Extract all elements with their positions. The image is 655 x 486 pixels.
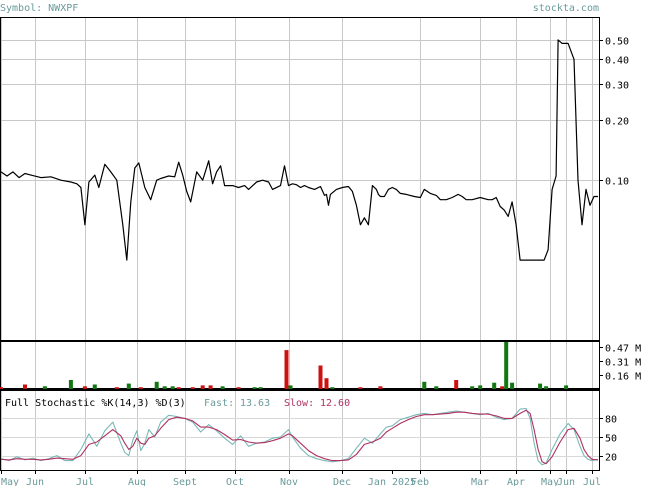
volume-panel: 0.47 M 0.31 M 0.16 M (0, 342, 641, 389)
price-tick-label: 0.40 (605, 56, 629, 67)
volume-bar (200, 385, 205, 389)
volume-bar (288, 385, 293, 389)
volume-bar (126, 383, 131, 389)
volume-bar (258, 387, 263, 389)
volume-tick-label: 0.47 M (605, 344, 641, 355)
x-tick-label: Dec (333, 477, 351, 486)
volume-bar (23, 384, 27, 389)
x-tick-label: Sept (173, 477, 197, 486)
volume-bar (434, 386, 439, 389)
x-tick-label: Jan 2025 (368, 477, 416, 486)
stochastic-title: Full Stochastic %K(14,3) %D(3) (5, 398, 186, 409)
volume-bar (0, 387, 3, 389)
volume-tick-label: 0.16 M (605, 372, 641, 383)
stochastic-fast-line (0, 407, 599, 466)
volume-bar (154, 381, 159, 389)
volume-bar (492, 382, 497, 389)
volume-bar (500, 386, 505, 389)
volume-bar (330, 387, 335, 389)
volume-bar (324, 378, 329, 389)
volume-bar (82, 386, 87, 389)
volume-bar (170, 386, 175, 389)
x-tick-label: Jul (76, 477, 94, 486)
volume-bar (138, 387, 143, 389)
x-tick-label: Apr (507, 477, 525, 486)
volume-bar (478, 385, 483, 389)
price-frame (0, 17, 600, 341)
volume-bar (208, 385, 213, 389)
panel-frames (0, 17, 600, 471)
price-tick-label: 0.50 (605, 37, 629, 48)
volume-bar (190, 387, 195, 389)
volume-bar (544, 386, 549, 389)
volume-bar (510, 382, 515, 389)
x-tick-label: Mar (471, 477, 489, 486)
x-tick-label: Jul (583, 477, 601, 486)
price-panel: 0.50 0.40 0.30 0.20 0.10 (0, 37, 629, 261)
volume-bar (176, 387, 181, 389)
x-tick-label: Nov (280, 477, 298, 486)
slow-value: 12.60 (320, 398, 350, 409)
volume-bar (504, 342, 509, 389)
x-tick-label: May (1, 477, 19, 486)
volume-bar (252, 387, 257, 389)
volume-bar (68, 380, 73, 389)
volume-bar (284, 350, 289, 389)
stochastic-panel: Full Stochastic %K(14,3) %D(3) Fast: 13.… (0, 398, 617, 466)
symbol-label: Symbol: NWXPF (0, 3, 78, 14)
x-tick-label: Aug (128, 477, 146, 486)
volume-bar (358, 387, 363, 389)
volume-bar (114, 387, 119, 389)
stochastic-frame (0, 390, 600, 471)
volume-bar (318, 365, 323, 389)
volume-bar (564, 385, 569, 389)
slow-label: Slow: (284, 398, 314, 409)
volume-bar (162, 386, 167, 389)
x-tick-label: Feb (411, 477, 429, 486)
volume-bar (470, 386, 475, 389)
volume-bar (454, 380, 459, 389)
volume-frame (0, 341, 600, 390)
source-watermark: stockta.com (533, 3, 599, 14)
stochastic-tick-label: 50 (605, 434, 617, 445)
volume-bar (236, 387, 241, 389)
stochastic-slow-line (0, 409, 599, 465)
price-tick-label: 0.10 (605, 177, 629, 188)
stochastic-tick-label: 80 (605, 415, 617, 426)
volume-tick-label: 0.31 M (605, 358, 641, 369)
volume-bar (42, 386, 47, 389)
x-tick-label: May (541, 477, 559, 486)
volume-bar (538, 383, 543, 389)
volume-bar (92, 384, 97, 389)
x-tick-label: Jun (26, 477, 44, 486)
volume-bar (422, 381, 427, 389)
volume-bar (220, 386, 225, 389)
price-tick-label: 0.20 (605, 117, 629, 128)
x-tick-label: Jun (557, 477, 575, 486)
x-tick-label: Oct (226, 477, 244, 486)
gridlines (1, 18, 599, 470)
volume-bar (378, 386, 383, 389)
price-tick-label: 0.30 (605, 81, 629, 92)
fast-value: 13.63 (240, 398, 270, 409)
price-line (0, 39, 598, 261)
fast-label: Fast: (204, 398, 234, 409)
stochastic-tick-label: 20 (605, 453, 617, 464)
